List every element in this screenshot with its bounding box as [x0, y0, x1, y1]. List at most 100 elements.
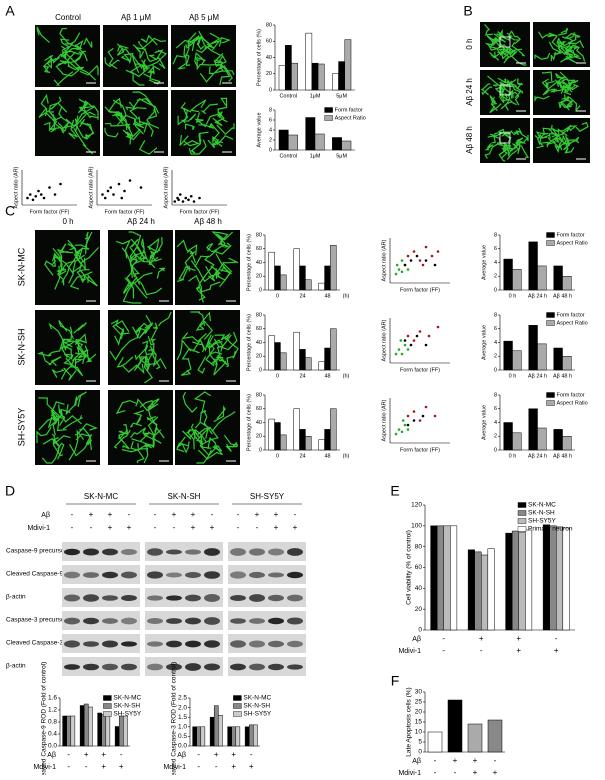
y-tick-label: 60 [256, 326, 262, 332]
blot [62, 565, 140, 584]
band [185, 549, 201, 555]
y-axis-label: Percentage of cells (%) [246, 394, 252, 451]
sign: - [294, 510, 297, 519]
y-tick-label: 0 [494, 287, 497, 293]
sign: - [85, 762, 88, 771]
x-tick-label: 5μM [336, 153, 347, 159]
mitochondria [113, 113, 131, 129]
sign: + [119, 762, 124, 771]
band [83, 663, 99, 671]
bar [88, 706, 93, 747]
bar [474, 551, 482, 631]
band [166, 595, 182, 601]
mitochondria [75, 339, 97, 363]
legend-label: SK-N-SH [113, 703, 140, 710]
mitochondria [222, 257, 239, 264]
mitochondria [84, 231, 93, 248]
x-tick-label: 1μM [310, 153, 321, 159]
mitochondria [497, 77, 507, 84]
sign: + [274, 523, 279, 532]
mitochondria [67, 239, 79, 259]
bar [528, 241, 538, 291]
bar [553, 429, 563, 451]
band [230, 594, 246, 602]
mitochondria [57, 122, 79, 133]
bar [278, 65, 286, 91]
legend-swatch [233, 711, 242, 717]
sign: + [210, 523, 215, 532]
point [399, 339, 403, 342]
y-tick-label: 6 [269, 117, 272, 123]
y-tick-label: 20 [266, 71, 272, 77]
mitochondria [115, 399, 137, 415]
mitochondria [153, 322, 159, 330]
roi-box [499, 132, 511, 144]
mitochondria [58, 404, 82, 425]
mitochondria [484, 142, 500, 159]
x-unit: (h) [343, 373, 350, 379]
band [147, 571, 163, 579]
mitochondria [221, 70, 233, 82]
band [249, 548, 265, 556]
band [268, 594, 284, 602]
x-tick-label: Control [279, 93, 297, 99]
x-tick-label: 24 [299, 453, 305, 459]
band [268, 617, 284, 625]
point [178, 193, 182, 196]
mitochondria [58, 320, 75, 340]
sign: - [71, 510, 74, 519]
mitochondria [559, 95, 573, 104]
y-axis-label: Aspect ratio (AR) [381, 239, 387, 281]
mitochondria [52, 53, 84, 71]
mitochondria [38, 397, 63, 420]
y-tick-label: 4 [494, 420, 497, 426]
mitochondria [559, 71, 579, 85]
mitochondria [56, 260, 76, 272]
mitochondria [575, 121, 589, 132]
mitochondria [177, 53, 190, 70]
band [147, 617, 163, 625]
mitochondria [180, 358, 192, 376]
mitochondria [38, 409, 59, 431]
y-axis-label: Cleaved Caspase-9 ROD (Fold of control) [41, 662, 48, 775]
sign: + [516, 634, 521, 643]
point [48, 186, 51, 189]
y-axis-label: Average value [256, 112, 262, 147]
legend-label: SK-N-MC [243, 695, 271, 702]
mitochondria [112, 99, 127, 121]
mitochondria [76, 66, 97, 81]
y-tick-label: 1.2 [48, 707, 57, 714]
legend-swatch [517, 510, 527, 516]
x-tick-label: Aβ 24 h [528, 293, 547, 299]
bar [528, 325, 538, 371]
mitochondria [194, 112, 207, 128]
y-tick-label: 8 [494, 392, 497, 398]
mitochondria [563, 49, 582, 60]
mitochondria [138, 40, 151, 62]
sign: + [231, 762, 236, 771]
mitochondria [51, 433, 71, 445]
micrograph [35, 390, 100, 465]
mitochondria [139, 238, 145, 260]
band [204, 617, 220, 625]
band [64, 571, 80, 579]
mitochondria [503, 80, 523, 90]
sign: - [454, 768, 457, 775]
bar [299, 265, 306, 291]
mitochondria [147, 65, 161, 74]
bar [537, 427, 547, 451]
mitochondria [190, 311, 206, 326]
mitochondria [51, 368, 65, 378]
point [400, 259, 404, 262]
mitochondria [497, 29, 505, 38]
legend-swatch [546, 320, 555, 326]
mitochondria [217, 97, 228, 110]
sign: - [173, 523, 176, 532]
mitochondria [516, 143, 530, 159]
mitochondria [136, 443, 145, 464]
y-tick-label: 0.5 [178, 733, 187, 740]
mitochondria [186, 244, 198, 256]
micrograph [480, 118, 530, 163]
bar [525, 529, 533, 631]
x-axis-label: Form factor (FF) [400, 367, 440, 373]
